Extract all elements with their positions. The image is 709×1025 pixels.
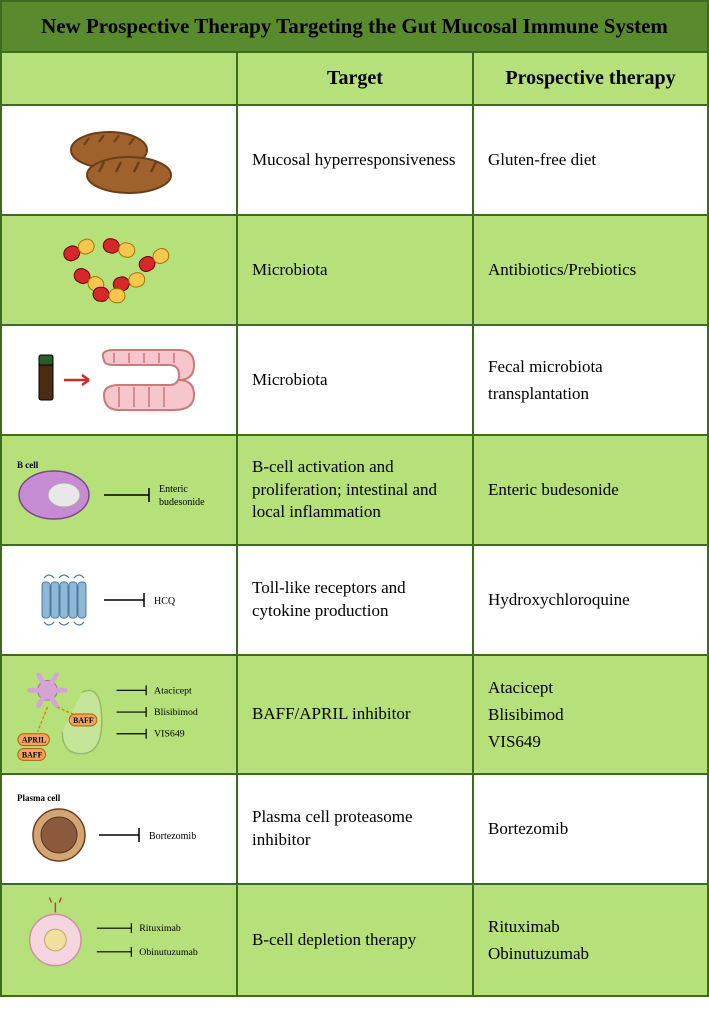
target-text: BAFF/APRIL inhibitor (252, 703, 411, 726)
svg-text:Atacicept: Atacicept (154, 685, 192, 696)
svg-text:Blisibimod: Blisibimod (154, 707, 198, 718)
therapy-cell: Hydroxychloroquine (474, 546, 707, 654)
therapy-cell: Enteric budesonide (474, 436, 707, 544)
header-icon-col (2, 53, 238, 104)
bcell-icon: B cell Enteric budesonide (9, 450, 229, 530)
table-row: Mucosal hyperresponsiveness Gluten-free … (2, 106, 707, 216)
baff-icon: APRIL BAFF BAFF Atacicept Blisibimod VIS… (8, 662, 230, 767)
fmt-icon (19, 335, 219, 425)
therapy-cell: Atacicept Blisibimod VIS649 (474, 656, 707, 773)
table-row: B cell Enteric budesonide B-cell activat… (2, 436, 707, 546)
tlr-icon: HCQ (19, 560, 219, 640)
table-row: Microbiota Fecal microbiota transplantat… (2, 326, 707, 436)
svg-text:Obinutuzumab: Obinutuzumab (139, 947, 198, 958)
therapy-text: Gluten-free diet (488, 146, 596, 173)
svg-text:BAFF: BAFF (73, 716, 94, 725)
svg-text:Enteric: Enteric (159, 484, 188, 495)
icon-cell: B cell Enteric budesonide (2, 436, 238, 544)
page-title: New Prospective Therapy Targeting the Gu… (10, 14, 699, 39)
table-row: Rituximab Obinutuzumab B-cell depletion … (2, 885, 707, 995)
svg-text:B cell: B cell (17, 460, 39, 470)
header-row: Target Prospective therapy (2, 53, 707, 106)
target-cell: Toll-like receptors and cytokine product… (238, 546, 474, 654)
therapy-cell: Fecal microbiota transplantation (474, 326, 707, 434)
target-text: Toll-like receptors and cytokine product… (252, 577, 458, 623)
therapy-cell: Rituximab Obinutuzumab (474, 885, 707, 995)
target-text: Plasma cell proteasome inhibitor (252, 806, 458, 852)
title-bar: New Prospective Therapy Targeting the Gu… (2, 2, 707, 53)
icon-cell (2, 326, 238, 434)
target-text: B-cell activation and proliferation; int… (252, 456, 458, 525)
therapy-cell: Bortezomib (474, 775, 707, 883)
therapy-text: Fecal microbiota transplantation (488, 353, 693, 407)
header-therapy: Prospective therapy (474, 53, 707, 104)
icon-cell (2, 106, 238, 214)
therapy-text: Bortezomib (488, 815, 568, 842)
svg-text:Bortezomib: Bortezomib (149, 831, 196, 842)
therapy-text: Enteric budesonide (488, 476, 619, 503)
table-body: Mucosal hyperresponsiveness Gluten-free … (2, 106, 707, 995)
target-text: Microbiota (252, 369, 328, 392)
target-cell: B-cell depletion therapy (238, 885, 474, 995)
svg-text:Rituximab: Rituximab (139, 923, 181, 934)
table-row: APRIL BAFF BAFF Atacicept Blisibimod VIS… (2, 656, 707, 775)
icon-cell: Rituximab Obinutuzumab (2, 885, 238, 995)
target-cell: B-cell activation and proliferation; int… (238, 436, 474, 544)
bcell2-icon: Rituximab Obinutuzumab (8, 895, 230, 985)
target-cell: Plasma cell proteasome inhibitor (238, 775, 474, 883)
target-text: B-cell depletion therapy (252, 929, 416, 952)
therapy-text: Atacicept Blisibimod VIS649 (488, 674, 564, 756)
svg-text:budesonide: budesonide (159, 497, 205, 508)
therapy-text: Rituximab Obinutuzumab (488, 913, 589, 967)
svg-text:VIS649: VIS649 (154, 729, 185, 740)
target-text: Mucosal hyperresponsiveness (252, 149, 456, 172)
bread-icon (54, 120, 184, 200)
header-target: Target (238, 53, 474, 104)
svg-text:Plasma cell: Plasma cell (17, 793, 61, 803)
target-cell: Mucosal hyperresponsiveness (238, 106, 474, 214)
table-row: Microbiota Antibiotics/Prebiotics (2, 216, 707, 326)
svg-text:HCQ: HCQ (154, 596, 176, 607)
therapy-text: Antibiotics/Prebiotics (488, 256, 636, 283)
target-cell: Microbiota (238, 216, 474, 324)
svg-text:BAFF: BAFF (22, 750, 43, 759)
target-cell: BAFF/APRIL inhibitor (238, 656, 474, 773)
icon-cell: APRIL BAFF BAFF Atacicept Blisibimod VIS… (2, 656, 238, 773)
therapy-text: Hydroxychloroquine (488, 586, 630, 613)
target-text: Microbiota (252, 259, 328, 282)
therapy-cell: Gluten-free diet (474, 106, 707, 214)
therapy-table: New Prospective Therapy Targeting the Gu… (0, 0, 709, 997)
plasma-icon: Plasma cell Bortezomib (9, 787, 229, 872)
svg-text:APRIL: APRIL (22, 736, 47, 745)
table-row: HCQ Toll-like receptors and cytokine pro… (2, 546, 707, 656)
therapy-cell: Antibiotics/Prebiotics (474, 216, 707, 324)
pills-icon (49, 230, 189, 310)
target-cell: Microbiota (238, 326, 474, 434)
icon-cell: Plasma cell Bortezomib (2, 775, 238, 883)
table-row: Plasma cell Bortezomib Plasma cell prote… (2, 775, 707, 885)
icon-cell (2, 216, 238, 324)
icon-cell: HCQ (2, 546, 238, 654)
